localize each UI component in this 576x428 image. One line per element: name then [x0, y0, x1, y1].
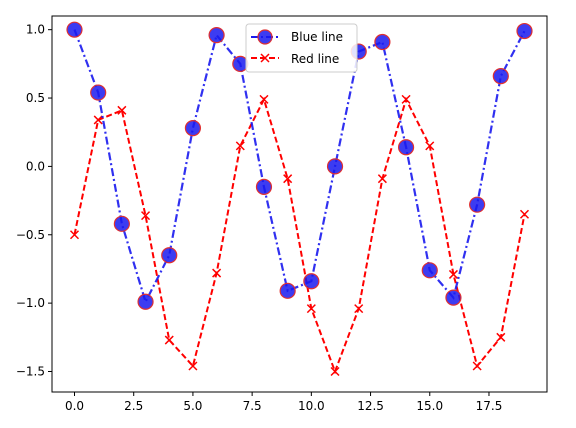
series-line-red: [73, 96, 526, 375]
series-point-red: [330, 366, 340, 377]
series-point-blue: [397, 139, 415, 156]
series-point-blue: [326, 158, 344, 175]
series-point-red: [496, 332, 506, 342]
series-point-red: [306, 304, 316, 314]
series-point-blue: [516, 22, 533, 40]
y-tick-label: 0.0: [26, 159, 45, 173]
legend-marker-blue: [257, 29, 273, 45]
series-point-red: [212, 268, 222, 278]
x-tick-label: 15.0: [416, 399, 443, 413]
y-tick-label: 1.0: [26, 23, 45, 37]
y-axis: 1.0 0.5 0.0 −0.5 −1.0 −1.5: [16, 23, 52, 378]
plot-area: [52, 16, 547, 392]
series-point-red: [425, 141, 435, 151]
series-point-red: [141, 211, 151, 221]
x-tick-label: 0.0: [65, 399, 84, 413]
series-point-blue: [113, 215, 130, 232]
x-axis: 0.0 2.5 5.0 7.5 10.0 12.5 15.0 17.5: [65, 392, 502, 413]
legend-label-red: Red line: [291, 52, 339, 66]
series-point-blue: [208, 27, 225, 44]
y-tick-label: −1.0: [16, 296, 45, 310]
x-tick-label: 10.0: [298, 399, 325, 413]
series-point-red: [69, 230, 80, 240]
series-point-blue: [255, 178, 273, 196]
x-tick-label: 12.5: [357, 399, 384, 413]
x-tick-label: 17.5: [476, 399, 503, 413]
series-point-blue: [469, 196, 486, 213]
x-tick-label: 2.5: [124, 399, 143, 413]
y-tick-label: −0.5: [16, 228, 45, 242]
series-point-red: [377, 174, 387, 184]
y-tick-label: 0.5: [26, 91, 45, 105]
series-point-red: [354, 304, 364, 314]
series-point-blue: [492, 68, 509, 85]
series-point-blue: [90, 84, 107, 101]
series-point-blue: [374, 33, 391, 51]
series-point-blue: [137, 293, 154, 310]
y-tick-label: −1.5: [16, 364, 45, 378]
x-tick-label: 5.0: [183, 399, 202, 413]
series-point-blue: [161, 247, 178, 264]
x-tick-label: 7.5: [243, 399, 262, 413]
series-point-red: [472, 361, 482, 371]
series-point-red: [519, 209, 530, 219]
legend: Blue line Red line: [245, 23, 358, 73]
legend-box: [245, 23, 358, 73]
series-point-red: [235, 141, 245, 151]
legend-label-blue: Blue line: [291, 30, 343, 44]
series-layer: [66, 21, 533, 377]
series-point-red: [117, 105, 127, 115]
series-point-red: [188, 361, 198, 371]
series-point-red: [448, 269, 458, 279]
series-point-red: [401, 94, 411, 104]
series-point-blue: [303, 273, 320, 290]
series-point-red: [164, 335, 174, 345]
series-point-blue: [445, 289, 462, 306]
series-point-blue: [279, 282, 296, 299]
series-point-blue: [184, 120, 202, 137]
series-point-red: [259, 94, 269, 104]
series-point-blue: [66, 21, 83, 38]
plot-frame: [51, 15, 548, 393]
legend-marker-red: [260, 53, 270, 63]
series-point-red: [93, 115, 103, 125]
series-point-red: [283, 174, 293, 184]
series-point-blue: [421, 262, 438, 279]
